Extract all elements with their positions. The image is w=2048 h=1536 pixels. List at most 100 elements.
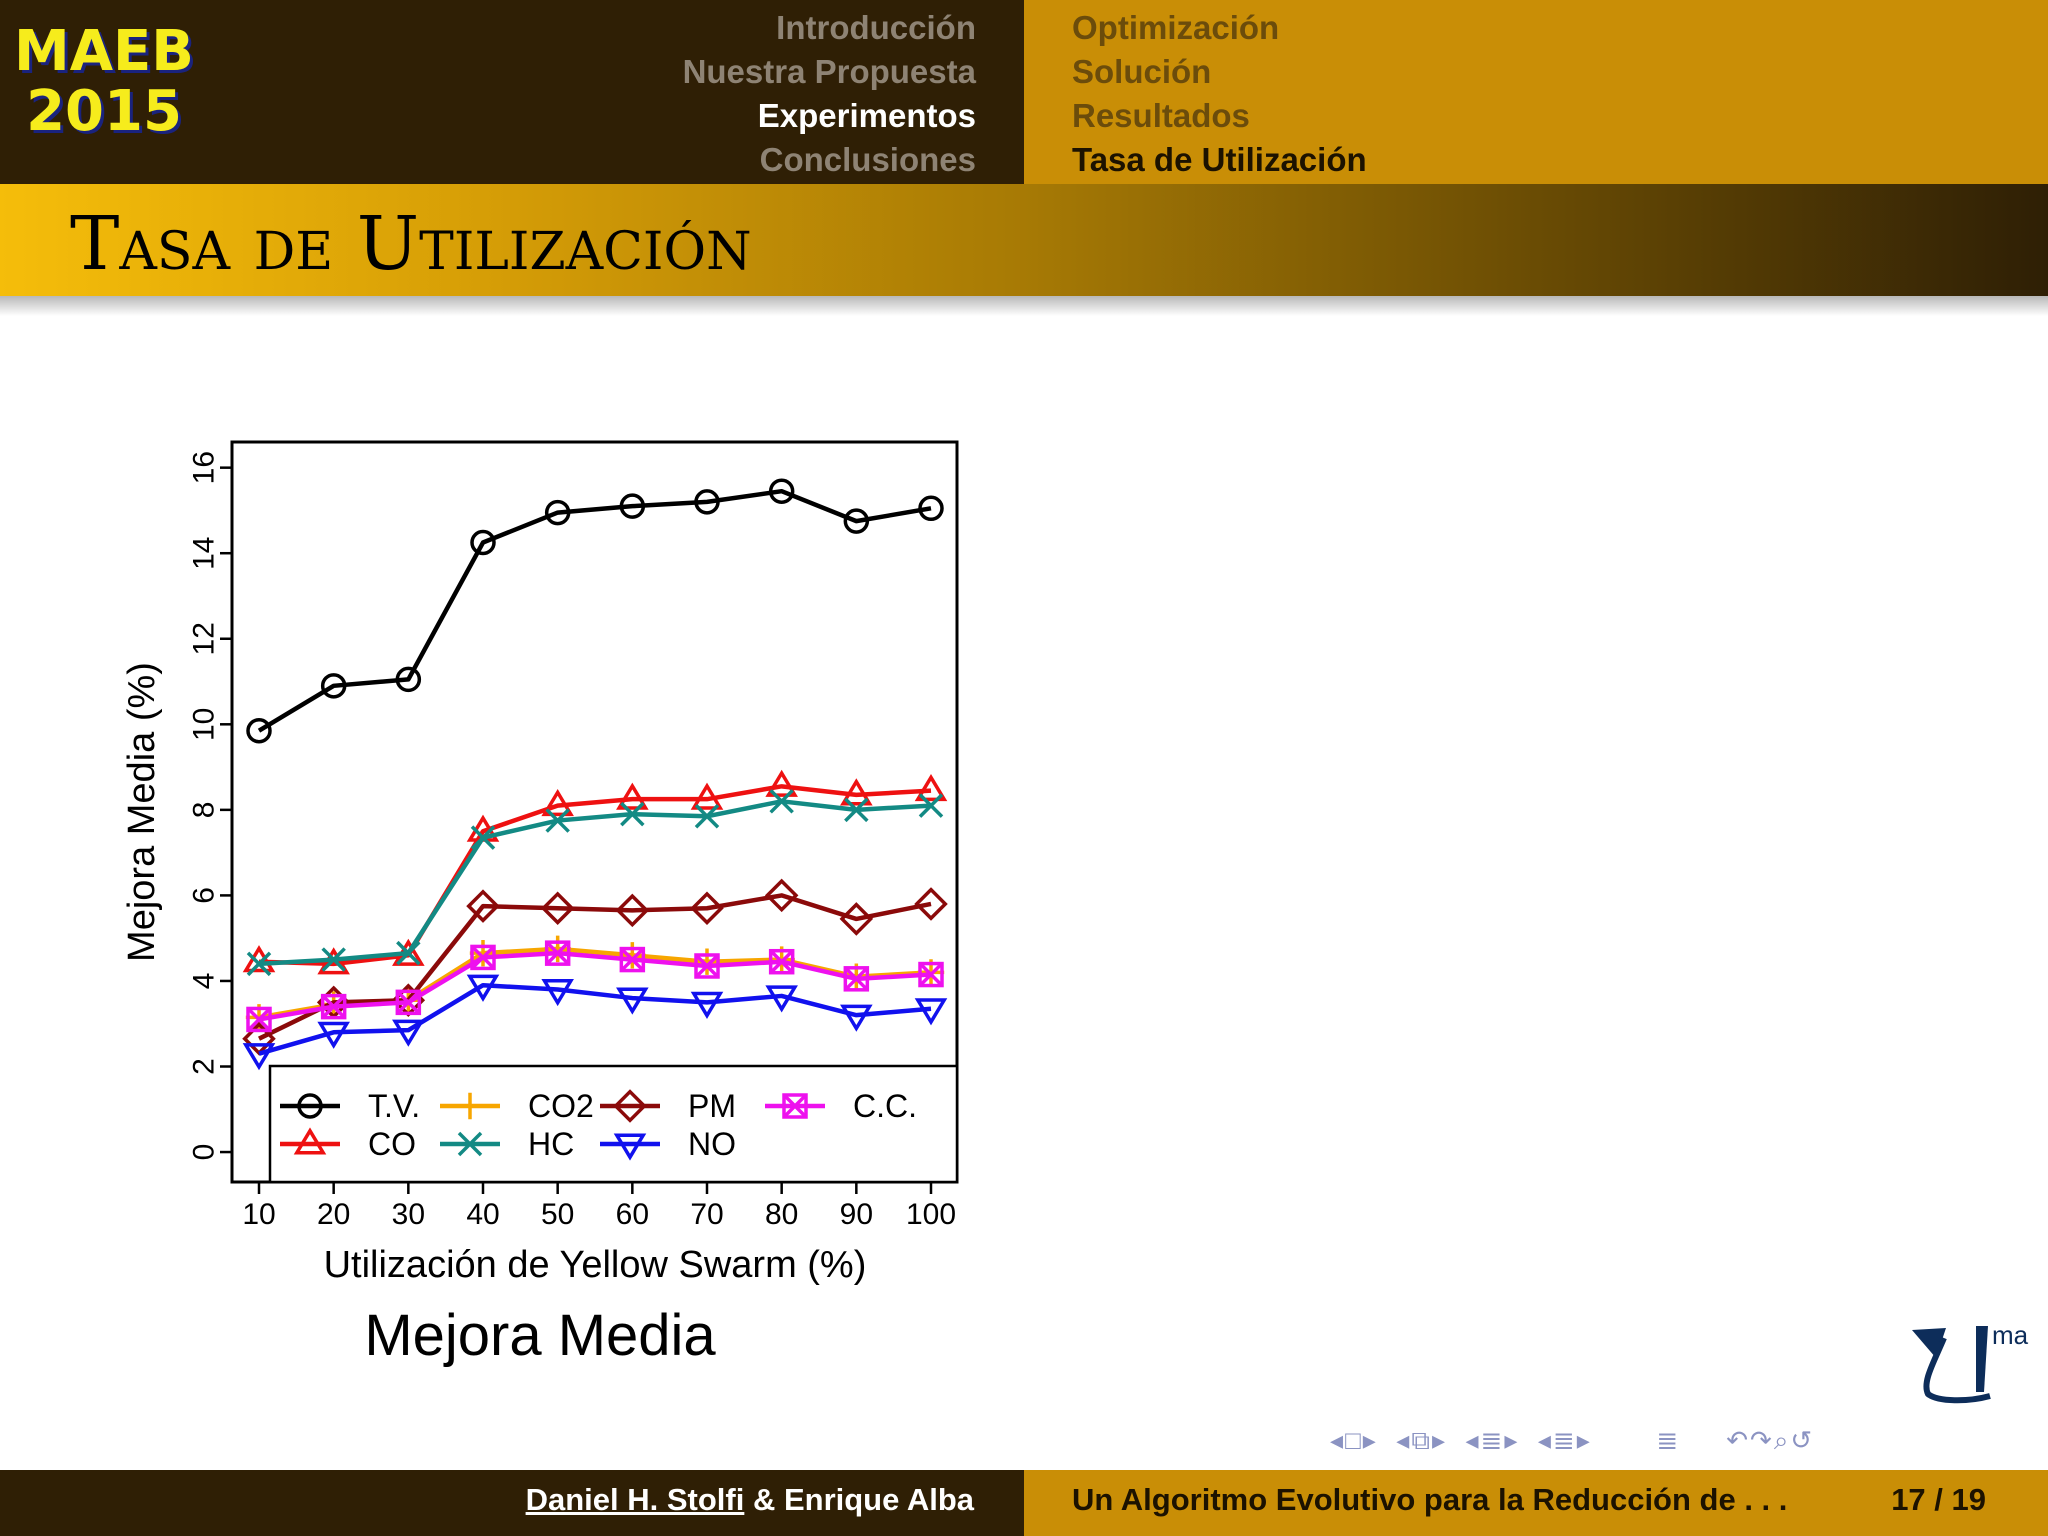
point-c-c [544,940,571,966]
redo-icon[interactable]: ↷ [1750,1425,1774,1455]
point-co2 [469,939,497,967]
nav-subsection-optimizacion[interactable]: Optimización [1072,9,1280,46]
back-icon[interactable]: ↺ [1790,1425,1815,1455]
nav-section-experimentos[interactable]: Experimentos [757,97,976,134]
conference-logo: MAEB 2015 [0,22,208,142]
point-no [914,998,948,1026]
point-hc [620,801,645,827]
point-t-v [619,493,646,519]
page-number: 17 / 19 [1891,1482,1986,1517]
x-tick-label: 50 [541,1198,574,1231]
undo-icon[interactable]: ↶ [1726,1425,1751,1455]
point-t-v [918,495,944,522]
y-tick-label: 0 [188,1144,221,1161]
legend-marker-c-c-cross [782,1093,808,1119]
nav-prev-subsection-icon[interactable]: ◂ [1396,1425,1412,1455]
point-co [765,769,798,797]
beamer-navigation: ◂□▸ ◂⧉▸ ◂≣▸ ◂≣▸ ≣ ↶↷⌕↺ [1330,1425,1814,1457]
point-t-v [768,478,795,504]
point-no [616,987,649,1015]
outline-icon[interactable]: ≣ [1656,1425,1681,1455]
search-icon[interactable]: ⌕ [1773,1425,1791,1455]
point-c-c [768,948,795,975]
point-pm [914,887,948,921]
y-tick-label: 12 [188,622,221,655]
point-c-c [395,989,422,1016]
logo-line-1: MAEB [13,19,194,84]
nav-prev-section-icon[interactable]: ◂ [1465,1425,1481,1455]
point-t-v [544,499,571,526]
chart-caption: Mejora Media [364,1303,716,1368]
legend-marker-t-v [297,1093,323,1119]
point-c-c-cross [769,949,794,974]
point-pm [839,902,874,936]
footer-left-panel [0,1470,1024,1536]
nav-prev-doc-icon[interactable]: ◂ [1537,1425,1553,1455]
point-pm [466,889,500,923]
frame-title: Tasa de Utilización [70,201,752,287]
point-co [616,782,649,810]
legend-label-co: CO [368,1126,416,1162]
nav-next-section-icon[interactable]: ▸ [1504,1425,1520,1455]
nav-next-doc-icon[interactable]: ▸ [1576,1425,1592,1455]
x-tick-label: 90 [840,1198,873,1231]
point-c-c-cross [396,990,421,1015]
nav-section-conclusiones[interactable]: Conclusiones [759,141,976,178]
subsection-nav: Optimización Solución Resultados Tasa de… [1072,6,1367,182]
legend-marker-co2 [456,1092,484,1120]
point-pm [764,878,799,913]
point-no [466,974,500,1002]
x-tick-label: 60 [616,1198,649,1231]
nav-subsection-tasa[interactable]: Tasa de Utilización [1072,141,1367,178]
nav-section-propuesta[interactable]: Nuestra Propuesta [682,53,976,90]
point-no [765,985,798,1013]
point-t-v [470,529,496,556]
point-c-c-cross [844,966,869,992]
nav-subsection-solucion[interactable]: Solución [1072,53,1212,90]
doc-icon[interactable]: ≣ [1552,1425,1577,1455]
series-line-t-v [257,488,932,733]
nav-next-frame-icon[interactable]: ▸ [1362,1425,1378,1455]
point-t-v [395,666,422,693]
point-c-c-cross [620,947,645,972]
subsection-icon[interactable]: ⧉ [1411,1425,1432,1455]
point-c-c [470,944,496,971]
nav-next-subsection-icon[interactable]: ▸ [1431,1425,1447,1455]
section-icon[interactable]: ≣ [1480,1425,1505,1455]
point-pm [615,893,650,928]
point-c-c [320,993,347,1020]
nav-prev-frame-icon[interactable]: ◂ [1330,1425,1346,1455]
nav-section-introduccion[interactable]: Introducción [776,9,976,46]
point-hc [321,947,346,972]
y-tick-label: 10 [188,708,221,741]
legend-label-t-v: T.V. [368,1088,420,1124]
point-c-c [246,1006,272,1033]
legend-label-hc: HC [528,1126,574,1162]
y-tick-label: 2 [188,1058,221,1075]
point-t-v [843,508,870,534]
title-band [0,184,2048,296]
x-tick-label: 40 [466,1198,499,1231]
header-left-panel [0,0,1024,184]
point-c-c [619,946,646,973]
legend-label-no: NO [688,1126,736,1162]
footer-right-panel [1024,1470,2048,1536]
point-c-c-cross [470,945,496,970]
point-no [392,1019,425,1047]
series-line-c-c [258,950,932,1022]
point-t-v [246,717,272,744]
legend-label-pm: PM [688,1088,736,1124]
author-link[interactable]: Daniel H. Stolfi [525,1482,745,1517]
point-co2 [693,948,721,975]
point-co [914,774,948,802]
nav-subsection-resultados[interactable]: Resultados [1072,97,1250,134]
point-c-c-cross [918,962,944,987]
legend-marker-hc [457,1131,483,1157]
frame-icon[interactable]: □ [1345,1425,1363,1455]
point-no [541,978,574,1007]
point-c-c-cross [246,1007,272,1032]
legend-marker-co [293,1127,327,1155]
footer-authors: Daniel H. Stolfi & Enrique Alba [526,1482,974,1518]
point-no [840,1004,873,1032]
logo-line-2: 2015 [26,79,182,144]
